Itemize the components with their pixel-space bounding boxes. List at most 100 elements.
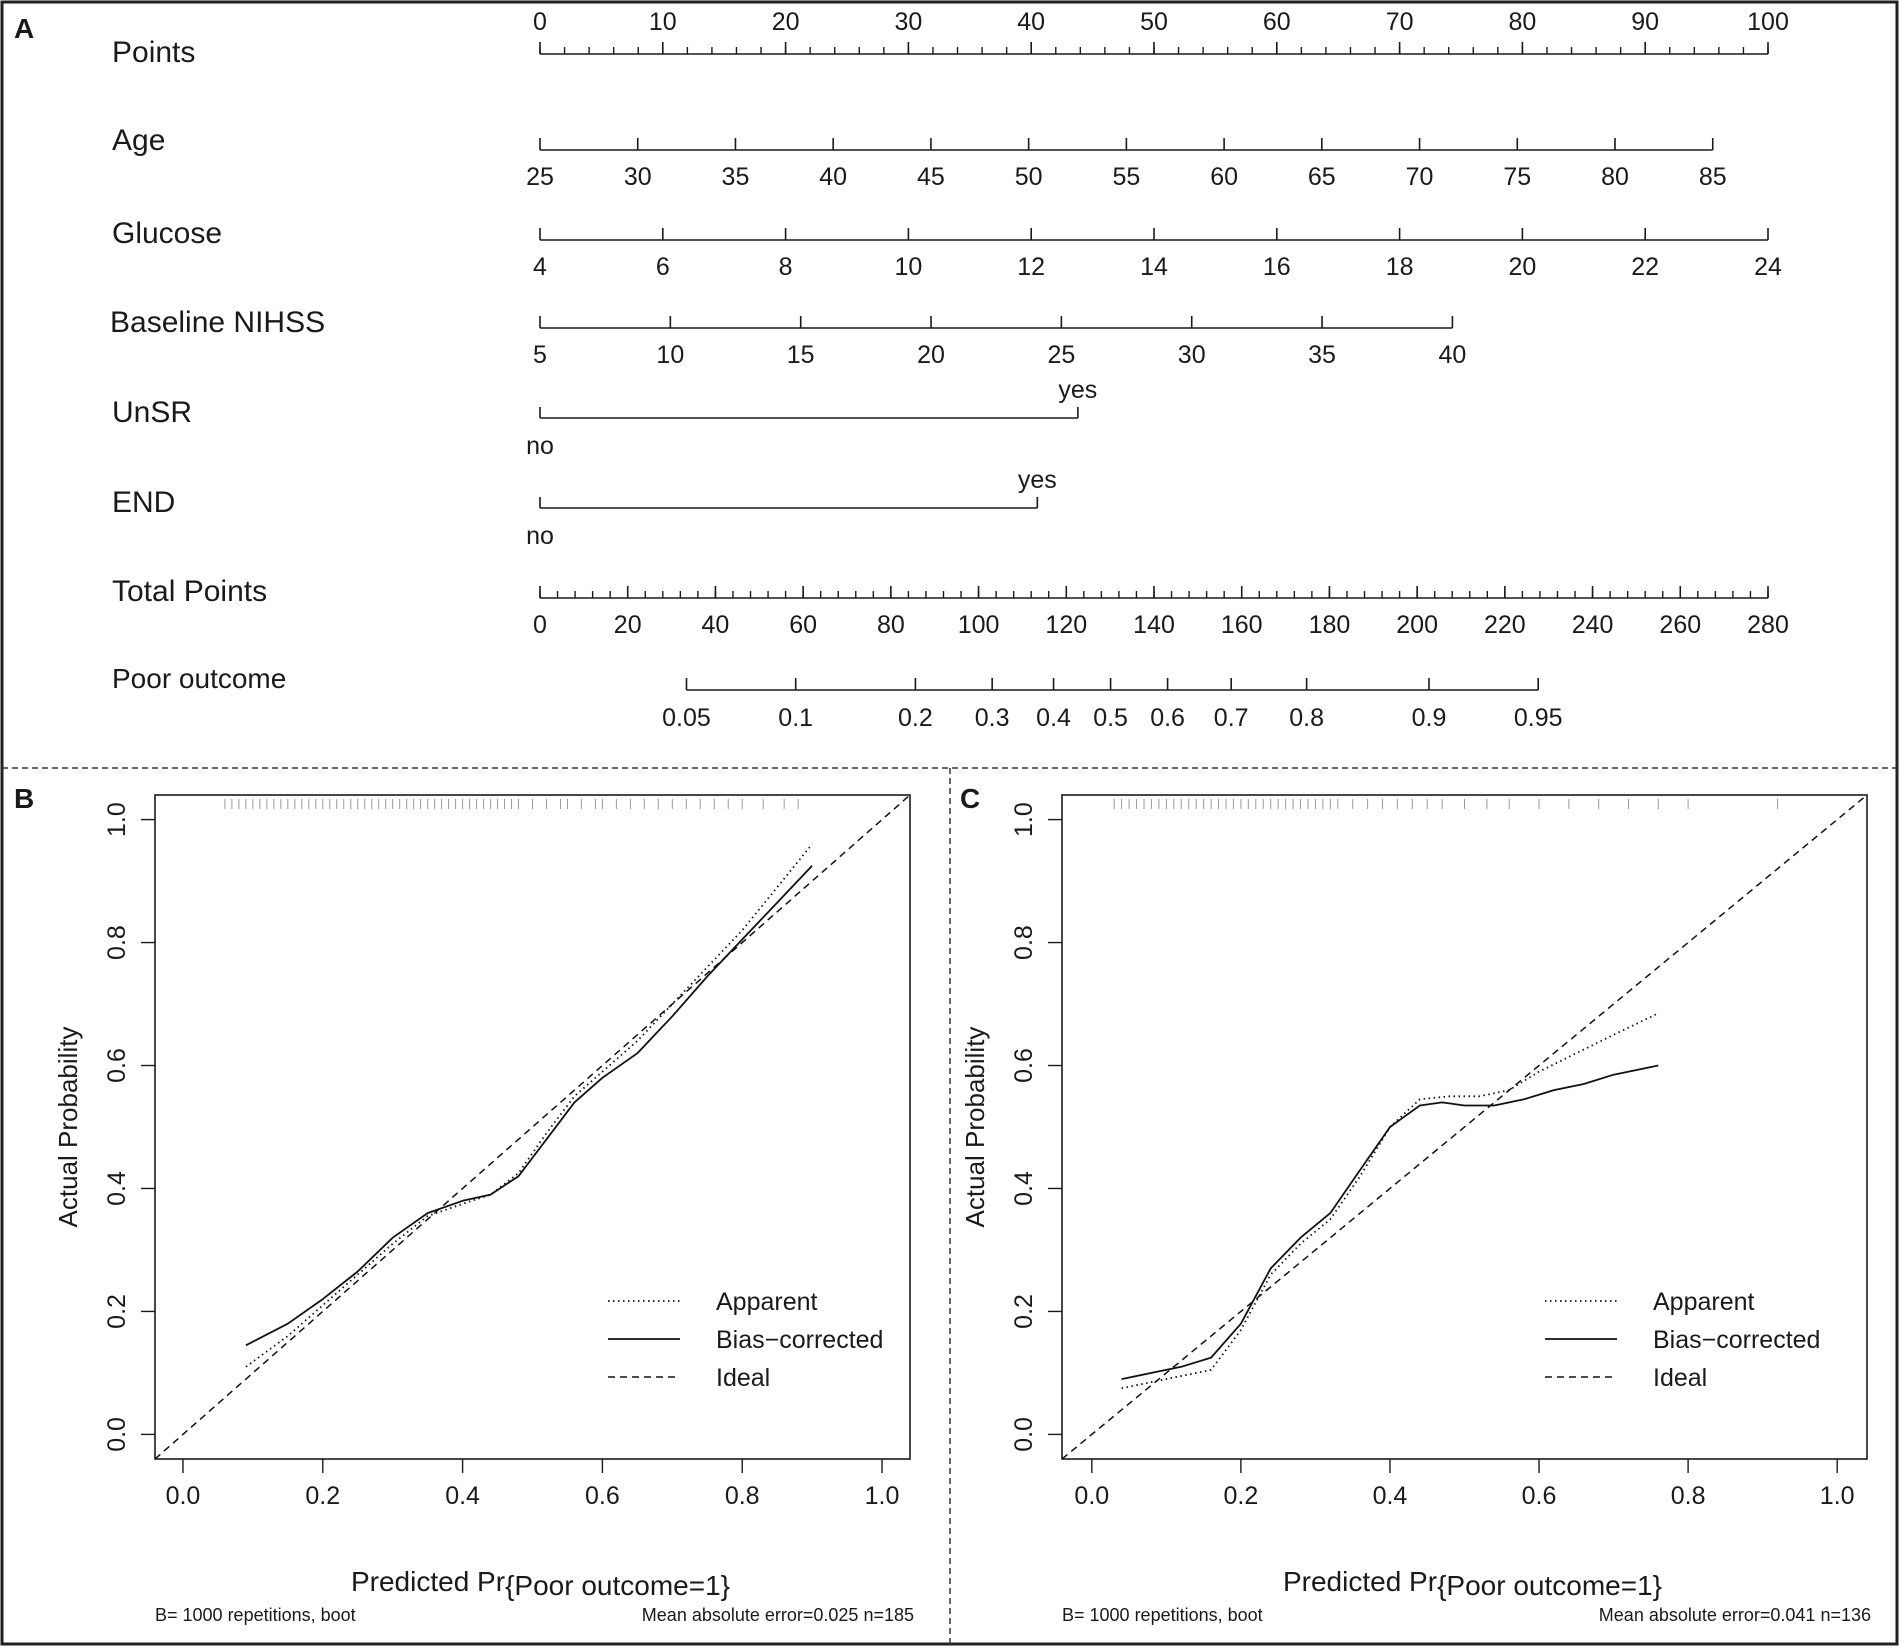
b-legend-label-ideal: Ideal xyxy=(716,1364,770,1392)
nomogram-tick-label-poor-outcome: 0.4 xyxy=(1036,704,1071,732)
nomogram-tick-label-total-points: 180 xyxy=(1309,611,1351,639)
nomogram-tick-label-poor-outcome: 0.7 xyxy=(1214,704,1249,732)
nomogram-tick-label-age: 85 xyxy=(1699,163,1727,191)
nomogram-tick-label-baseline-nihss: 30 xyxy=(1178,341,1206,369)
nomogram-tick-label-total-points: 100 xyxy=(958,611,1000,639)
nomogram-tick-label-poor-outcome: 0.6 xyxy=(1150,704,1185,732)
nomogram-level-unsr-no: no xyxy=(526,432,554,460)
b-footer-right: Mean absolute error=0.025 n=185 xyxy=(642,1605,914,1625)
nomogram-tick-label-total-points: 120 xyxy=(1045,611,1087,639)
nomogram-tick-label-glucose: 8 xyxy=(779,253,793,281)
nomogram-tick-label-total-points: 60 xyxy=(789,611,817,639)
nomogram-tick-label-total-points: 260 xyxy=(1659,611,1701,639)
nomogram-tick-label-glucose: 22 xyxy=(1631,253,1659,281)
b-plot-frame xyxy=(154,794,911,1460)
c-y-tick-label: 0.0 xyxy=(1010,1417,1038,1452)
c-y-tick-label: 0.6 xyxy=(1010,1048,1038,1083)
nomogram-tick-label-total-points: 0 xyxy=(533,611,547,639)
panel-b-letter: B xyxy=(14,783,34,814)
c-y-tick-label: 0.8 xyxy=(1010,925,1038,960)
b-series-bias-corrected xyxy=(245,865,813,1347)
b-y-tick-label: 0.4 xyxy=(103,1171,131,1206)
c-series-apparent xyxy=(1121,1012,1659,1390)
b-y-tick-label: 0.6 xyxy=(103,1048,131,1083)
nomogram-tick-label-points: 10 xyxy=(649,8,677,36)
c-y-tick-label: 0.4 xyxy=(1010,1171,1038,1206)
panel-b-calibration: B 0.0 0.2 0.4 0.6 0.8 1.0 0.0 0.2 0.4 0.6 0.8 1.0 Ac… xyxy=(14,783,914,1625)
nomogram-label-glucose: Glucose xyxy=(112,217,222,250)
nomogram-tick-label-points: 0 xyxy=(533,8,547,36)
c-x-tick-label: 1.0 xyxy=(1820,1482,1855,1510)
b-x-axis-title-prefix: Predicted Pr xyxy=(351,1566,505,1597)
nomogram-level-unsr-yes: yes xyxy=(1058,376,1097,404)
b-y-tick-label: 0.8 xyxy=(103,925,131,960)
nomogram-tick-label-baseline-nihss: 35 xyxy=(1308,341,1336,369)
b-x-axis-title: Predicted Pr{Poor outcome=1} xyxy=(351,1566,730,1601)
nomogram-tick-label-glucose: 24 xyxy=(1754,253,1782,281)
c-series-bias-corrected xyxy=(1121,1064,1659,1380)
nomogram-tick-label-age: 70 xyxy=(1406,163,1434,191)
nomogram-tick-label-points: 90 xyxy=(1631,8,1659,36)
nomogram-tick-label-poor-outcome: 0.05 xyxy=(662,704,711,732)
c-x-tick-label: 0.4 xyxy=(1373,1482,1408,1510)
nomogram-tick-label-glucose: 18 xyxy=(1386,253,1414,281)
nomogram-tick-label-age: 50 xyxy=(1015,163,1043,191)
nomogram-tick-label-total-points: 160 xyxy=(1221,611,1263,639)
b-y-tick-label: 1.0 xyxy=(103,802,131,837)
nomogram-tick-label-baseline-nihss: 20 xyxy=(917,341,945,369)
c-x-axis-title-suffix: {Poor outcome=1} xyxy=(1437,1570,1662,1601)
b-footer-left: B= 1000 repetitions, boot xyxy=(155,1605,356,1625)
c-y-tick-label: 1.0 xyxy=(1010,802,1038,837)
nomogram-tick-label-age: 60 xyxy=(1210,163,1238,191)
nomogram-label-baseline-nihss: Baseline NIHSS xyxy=(110,306,325,339)
b-x-tick-label: 0.0 xyxy=(166,1482,201,1510)
c-x-tick-label: 0.2 xyxy=(1224,1482,1259,1510)
nomogram-label-points: Points xyxy=(112,36,195,69)
nomogram-tick-label-glucose: 14 xyxy=(1140,253,1168,281)
c-legend-label-bias-corrected: Bias−corrected xyxy=(1653,1326,1820,1354)
nomogram-label-unsr: UnSR xyxy=(112,396,192,429)
nomogram-tick-label-age: 75 xyxy=(1503,163,1531,191)
b-x-tick-label: 0.8 xyxy=(725,1482,760,1510)
nomogram-tick-label-glucose: 10 xyxy=(894,253,922,281)
nomogram-tick-label-baseline-nihss: 10 xyxy=(656,341,684,369)
nomogram-tick-label-glucose: 20 xyxy=(1508,253,1536,281)
nomogram-tick-label-points: 80 xyxy=(1508,8,1536,36)
nomogram-tick-label-baseline-nihss: 40 xyxy=(1438,341,1466,369)
nomogram-level-end-no: no xyxy=(526,522,554,550)
c-legend-label-ideal: Ideal xyxy=(1653,1364,1707,1392)
nomogram-label-age: Age xyxy=(112,124,165,157)
b-x-tick-label: 0.2 xyxy=(305,1482,340,1510)
b-y-axis-title: Actual Probability xyxy=(53,1027,83,1228)
nomogram-tick-label-baseline-nihss: 25 xyxy=(1047,341,1075,369)
nomogram-tick-label-poor-outcome: 0.2 xyxy=(898,704,933,732)
nomogram-tick-label-age: 40 xyxy=(819,163,847,191)
nomogram-tick-label-poor-outcome: 0.1 xyxy=(778,704,813,732)
b-y-tick-label: 0.2 xyxy=(103,1294,131,1329)
b-legend-label-apparent: Apparent xyxy=(716,1288,818,1316)
c-y-axis-title: Actual Probability xyxy=(960,1027,990,1228)
nomogram-tick-label-glucose: 16 xyxy=(1263,253,1291,281)
nomogram-tick-label-poor-outcome: 0.3 xyxy=(975,704,1010,732)
nomogram-label-end: END xyxy=(112,486,175,519)
nomogram-tick-label-age: 25 xyxy=(526,163,554,191)
nomogram-tick-label-total-points: 40 xyxy=(702,611,730,639)
c-x-tick-label: 0.8 xyxy=(1671,1482,1706,1510)
nomogram-tick-label-glucose: 12 xyxy=(1017,253,1045,281)
c-series-ideal xyxy=(1062,795,1867,1459)
nomogram-tick-label-poor-outcome: 0.9 xyxy=(1412,704,1447,732)
c-x-tick-label: 0.6 xyxy=(1522,1482,1557,1510)
nomogram-tick-label-poor-outcome: 0.5 xyxy=(1093,704,1128,732)
c-footer-left: B= 1000 repetitions, boot xyxy=(1062,1605,1263,1625)
nomogram-tick-label-glucose: 4 xyxy=(533,253,547,281)
nomogram-tick-label-points: 70 xyxy=(1386,8,1414,36)
b-legend-label-bias-corrected: Bias−corrected xyxy=(716,1326,883,1354)
b-x-tick-label: 1.0 xyxy=(865,1482,900,1510)
nomogram-tick-label-points: 50 xyxy=(1140,8,1168,36)
c-plot-frame xyxy=(1061,794,1868,1460)
nomogram-label-total-points: Total Points xyxy=(112,575,267,608)
nomogram-tick-label-points: 40 xyxy=(1017,8,1045,36)
nomogram-tick-label-age: 65 xyxy=(1308,163,1336,191)
